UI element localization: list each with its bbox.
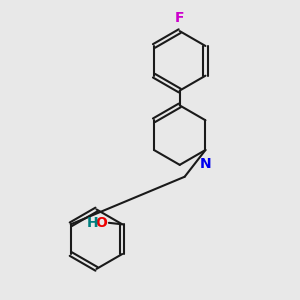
Text: H: H <box>87 216 98 230</box>
Text: N: N <box>200 158 211 171</box>
Text: F: F <box>175 11 184 25</box>
Text: O: O <box>95 216 107 230</box>
